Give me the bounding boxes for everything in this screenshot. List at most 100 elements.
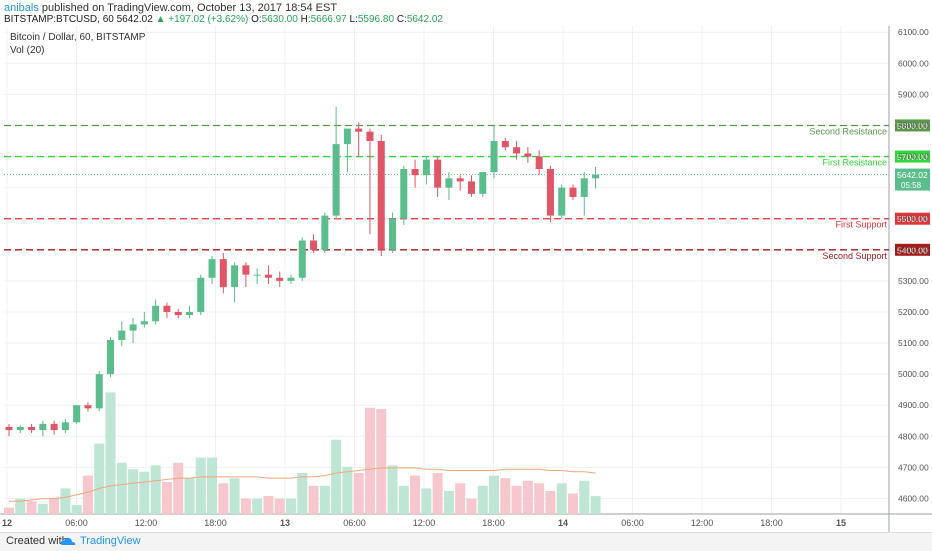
volume-bar: [342, 466, 353, 514]
level-price-label: 5800.00: [897, 121, 928, 131]
volume-bar: [173, 462, 184, 514]
volume-bar: [353, 473, 364, 514]
volume-bar: [286, 498, 296, 514]
candle-body: [163, 305, 171, 312]
candle-body: [377, 141, 385, 250]
time-tick-label: 14: [558, 518, 568, 528]
time-tick-label: 12:00: [691, 518, 714, 528]
price-tick-label: 6100.00: [898, 27, 929, 37]
volume-bar: [207, 457, 218, 514]
volume-bar: [466, 498, 477, 514]
time-tick-label: 18:00: [482, 518, 505, 528]
volume-bar: [443, 490, 454, 514]
candle-body: [479, 172, 487, 194]
candle-body: [422, 159, 430, 176]
candle-body: [467, 181, 475, 194]
symbol-label: BITSTAMP:BTCUSD, 60: [4, 14, 114, 25]
volume-bar: [105, 392, 116, 514]
volume-bar: [82, 475, 93, 514]
price-chart[interactable]: Second Resistance 5800.00 First Resistance…: [0, 26, 932, 532]
low-value: 5596.80: [357, 14, 395, 25]
volume-bar: [240, 498, 251, 514]
time-tick-label: 12:00: [413, 518, 436, 528]
volume-bar: [60, 488, 71, 514]
candle-body: [445, 178, 453, 188]
time-axis: 12 06:00 12:00 18:00 13 06:00 12:00 18:00 14 06:0…: [2, 518, 846, 528]
volume-bar: [128, 469, 139, 514]
last-price: 5642.02: [116, 14, 153, 25]
volume-bar: [579, 480, 590, 514]
time-tick-label: 15: [836, 518, 846, 528]
candle-body: [140, 321, 148, 325]
price-tick-label: 5400.00: [898, 245, 929, 255]
candle-body: [456, 178, 464, 182]
candle-body: [546, 168, 554, 216]
last-price-tag: [895, 168, 930, 191]
volume-bar: [455, 483, 466, 514]
price-tick-label: 5100.00: [898, 338, 929, 348]
price-tick-label: 4700.00: [898, 462, 929, 472]
time-tick-label: 18:00: [204, 518, 227, 528]
volume-bar: [308, 485, 319, 514]
level-label: Second Support: [822, 251, 887, 261]
time-tick-label: 12: [2, 518, 12, 528]
price-tick-label: 5000.00: [898, 369, 929, 379]
candle-body: [118, 330, 126, 340]
candle-body: [558, 187, 566, 216]
price-tick-label: 5700.00: [898, 152, 929, 162]
volume-bar: [4, 507, 14, 514]
price-tick-label: 6000.00: [898, 58, 929, 68]
candle-body: [253, 274, 261, 276]
candle-body: [287, 277, 295, 281]
price-tick-label: 4800.00: [898, 431, 929, 441]
candle-body: [219, 259, 227, 288]
volume-bar: [331, 439, 342, 514]
high-value: 5666.97: [310, 14, 347, 25]
candle-body: [264, 274, 272, 278]
candle-body: [411, 168, 419, 176]
volume-bar: [184, 478, 195, 514]
price-tick-label: 5800.00: [898, 120, 929, 130]
candle-body: [152, 305, 160, 322]
candle-body: [535, 156, 543, 169]
author-link[interactable]: anibals: [4, 2, 39, 14]
volume-bars: [4, 392, 601, 514]
volume-bar: [556, 483, 567, 514]
candle-body: [28, 426, 36, 431]
close-value: 5642.02: [406, 14, 443, 25]
level-price-tag: [895, 212, 930, 225]
open-value: 5630.00: [261, 14, 298, 25]
level-price-tag: [895, 150, 930, 163]
tradingview-link[interactable]: TradingView: [80, 535, 141, 547]
volume-bar: [410, 475, 421, 514]
candle-body: [389, 218, 397, 250]
volume-bar: [161, 482, 172, 514]
volume-bar: [477, 485, 488, 514]
volume-bar: [421, 488, 432, 514]
level-label: First Support: [835, 220, 887, 230]
volume-bar: [274, 498, 285, 514]
price-tick-label: 4600.00: [898, 493, 929, 503]
up-arrow-icon: ▲: [155, 14, 166, 25]
candle-body: [343, 128, 351, 145]
candle-body: [310, 240, 318, 250]
volume-bar: [398, 485, 409, 514]
level-label: Second Resistance: [809, 126, 887, 136]
volume-ma-line: [9, 467, 596, 502]
candle-body: [490, 141, 498, 173]
cloud-icon: [60, 537, 76, 545]
volume-bar: [229, 478, 240, 514]
volume-bar: [116, 462, 127, 514]
candle-body: [513, 147, 521, 154]
volume-bar: [297, 473, 308, 514]
volume-bar: [387, 465, 398, 514]
candle-body: [95, 374, 103, 409]
publish-line: anibals published on TradingView.com, Oc…: [4, 2, 337, 14]
volume-bar: [364, 407, 375, 514]
volume-bar: [319, 485, 330, 514]
candle-body: [197, 277, 205, 312]
volume-bar: [511, 485, 522, 514]
candle-body: [174, 311, 182, 316]
time-tick-label: 13: [280, 518, 290, 528]
volume-bar: [218, 483, 229, 514]
